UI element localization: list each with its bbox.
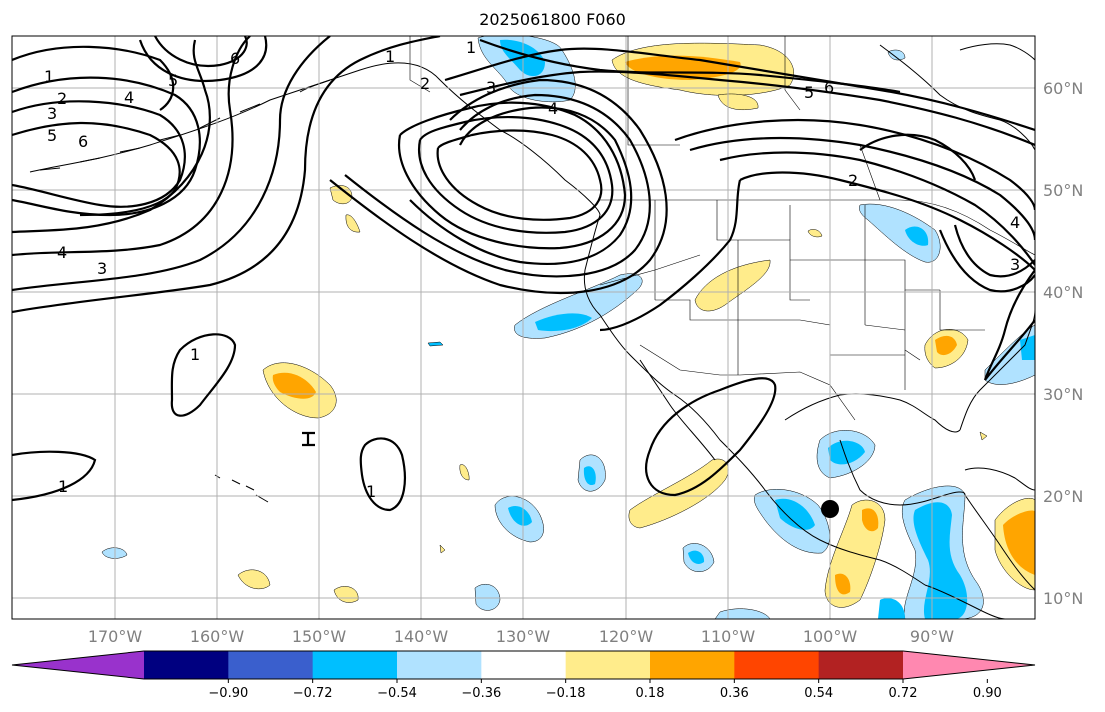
colorbar-tick-label: −0.90 [208, 686, 248, 701]
contour-label: 4 [57, 243, 67, 262]
contour-label: 2 [848, 171, 858, 190]
colorbar-tick-label: −0.54 [377, 686, 417, 701]
colorbar: −0.90 −0.72 −0.54 −0.36 −0.18 0.18 0.36 0.54 0.7… [11, 650, 1036, 701]
colorbar-tick-label: 0.90 [973, 686, 1002, 701]
latitude-label: 30°N [1043, 385, 1083, 404]
graticule [12, 36, 1035, 619]
contour-label: 1 [466, 38, 476, 57]
contour-label: 6 [824, 78, 834, 97]
latitude-label: 20°N [1043, 487, 1083, 506]
contour-label: 6 [78, 132, 88, 151]
latitude-axis: 60°N 50°N 40°N 30°N 20°N 10°N [1043, 79, 1083, 608]
contour-label: 3 [486, 78, 496, 97]
contour-label: 1 [58, 477, 68, 496]
contour-label: 5 [47, 126, 57, 145]
contour-label: 4 [1010, 213, 1020, 232]
colorbar-segment [144, 651, 229, 679]
longitude-label: 140°W [394, 627, 449, 646]
latitude-label: 40°N [1043, 283, 1083, 302]
colorbar-extend-low [12, 651, 144, 679]
latitude-label: 50°N [1043, 181, 1083, 200]
contour-label: 1 [44, 67, 54, 86]
colorbar-tick-label: 0.54 [804, 686, 833, 701]
latitude-label: 60°N [1043, 79, 1083, 98]
colorbar-tick-label: 0.36 [720, 686, 749, 701]
longitude-label: 120°W [599, 627, 654, 646]
colorbar-tick-label: −0.72 [293, 686, 333, 701]
colorbar-segment [397, 651, 482, 679]
colorbar-segment [481, 651, 567, 679]
contour-label: 6 [230, 49, 240, 68]
colorbar-tick-label: 0.18 [636, 686, 665, 701]
longitude-label: 100°W [803, 627, 858, 646]
contour-label: 4 [124, 88, 134, 107]
contour-label: 5 [804, 83, 814, 102]
contour-label: 1 [190, 345, 200, 364]
contour-label: 3 [97, 259, 107, 278]
contour-label: 2 [420, 74, 430, 93]
latitude-label: 10°N [1043, 589, 1083, 608]
colorbar-outline [11, 650, 1036, 680]
colorbar-tick-label: −0.18 [546, 686, 586, 701]
longitude-label: 90°W [910, 627, 954, 646]
shaded-fields [101, 36, 1035, 619]
contour-label: 1 [366, 482, 376, 501]
colorbar-extend-high [903, 651, 1035, 679]
colorbar-segment [734, 651, 820, 679]
longitude-label: 110°W [701, 627, 756, 646]
contour-label: 4 [548, 99, 558, 118]
longitude-label: 170°W [88, 627, 143, 646]
contour-label-group: 1 2 3 4 5 6 1 5 6 2 4 3 4 5 6 1 3 4 1 1 … [44, 38, 1020, 501]
colorbar-tick-label: 0.72 [889, 686, 918, 701]
longitude-label: 160°W [190, 627, 245, 646]
contour-label: 3 [1010, 255, 1020, 274]
contour-label: 5 [168, 71, 178, 90]
location-marker [821, 500, 839, 518]
contour-lines [12, 36, 1035, 512]
contour-label: 2 [57, 89, 67, 108]
colorbar-segment [565, 651, 651, 679]
map-title: 2025061800 F060 [479, 10, 626, 29]
colorbar-tick-label: −0.36 [461, 686, 501, 701]
colorbar-segment [228, 651, 314, 679]
longitude-label: 130°W [496, 627, 551, 646]
map-frame [11, 35, 1036, 620]
contour-label: 1 [385, 47, 395, 66]
colorbar-segment [650, 651, 735, 679]
colorbar-segment [818, 651, 904, 679]
contour-label: 3 [47, 104, 57, 123]
longitude-label: 150°W [292, 627, 347, 646]
colorbar-segment [312, 651, 398, 679]
longitude-axis: 170°W 160°W 150°W 140°W 130°W 120°W 110°… [88, 627, 954, 646]
